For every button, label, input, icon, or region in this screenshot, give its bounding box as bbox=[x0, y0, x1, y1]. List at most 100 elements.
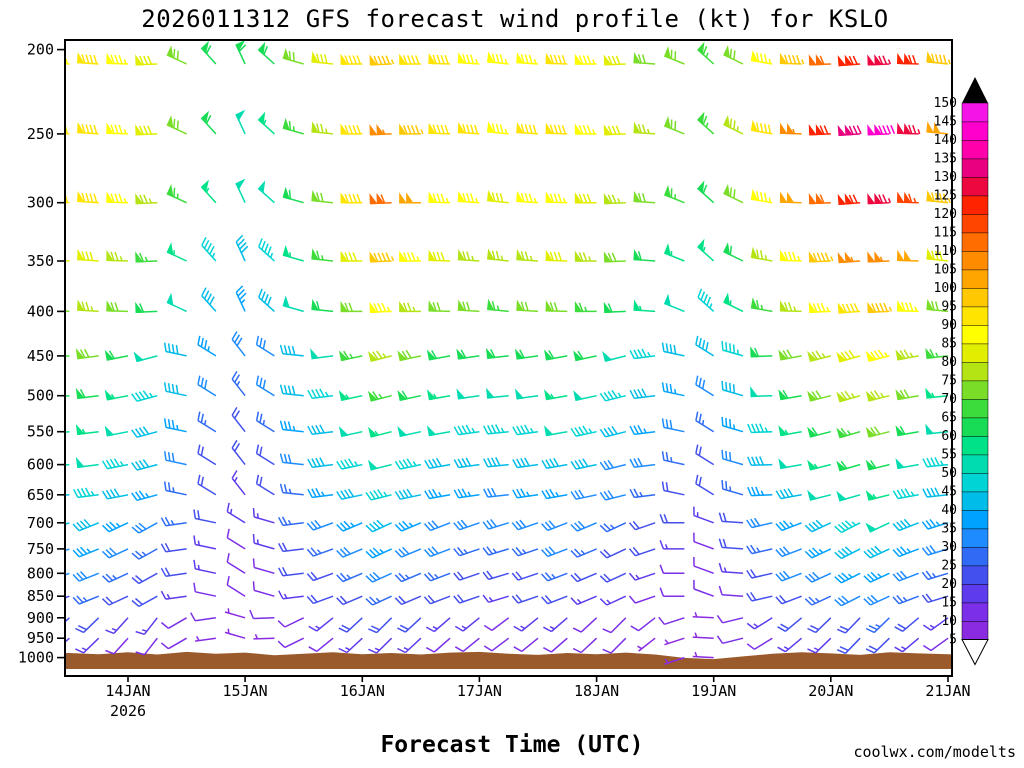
wind-barb bbox=[64, 595, 70, 599]
wind-barb bbox=[135, 637, 158, 656]
wind-barb bbox=[163, 451, 187, 466]
wind-barb bbox=[896, 52, 919, 65]
colorbar-tick-label: 105 bbox=[934, 263, 957, 278]
wind-barb bbox=[750, 188, 773, 204]
year-label: 2026 bbox=[110, 702, 146, 720]
colorbar-tick-label: 95 bbox=[941, 300, 957, 315]
wind-barb bbox=[661, 481, 685, 496]
wind-barb bbox=[131, 459, 158, 471]
wind-barb bbox=[338, 617, 363, 633]
wind-barb bbox=[483, 637, 510, 652]
wind-barb bbox=[746, 517, 773, 529]
wind-barb bbox=[453, 546, 480, 557]
colorbar-tick-label: 75 bbox=[941, 374, 957, 389]
wind-barb bbox=[486, 51, 509, 65]
wind-barb bbox=[511, 546, 539, 557]
wind-barb bbox=[200, 179, 217, 204]
wind-barb bbox=[131, 390, 158, 402]
wind-barb bbox=[166, 45, 187, 65]
wind-barb bbox=[394, 488, 422, 500]
colorbar-tick-label: 55 bbox=[941, 448, 957, 463]
wind-barb bbox=[750, 119, 773, 135]
wind-barb bbox=[255, 411, 275, 433]
wind-barb bbox=[716, 635, 744, 645]
wind-barb bbox=[368, 637, 393, 654]
wind-barb bbox=[633, 121, 656, 135]
wind-barb bbox=[77, 190, 99, 204]
wind-barb bbox=[837, 54, 861, 67]
wind-barb bbox=[779, 52, 805, 65]
colorbar-tick-label: 35 bbox=[941, 522, 957, 537]
wind-barb bbox=[483, 424, 509, 435]
wind-barb bbox=[311, 248, 334, 262]
wind-barb bbox=[482, 546, 509, 556]
wind-barb bbox=[486, 298, 509, 313]
y-tick-label: 300 bbox=[27, 194, 54, 212]
wind-barb bbox=[697, 288, 715, 312]
wind-barb bbox=[865, 426, 890, 438]
y-tick-label: 800 bbox=[27, 564, 54, 582]
colorbar-tick-label: 15 bbox=[941, 596, 957, 611]
wind-barb bbox=[453, 519, 480, 531]
wind-barb bbox=[399, 53, 421, 65]
colorbar-tick-label: 140 bbox=[934, 133, 957, 148]
x-tick-label: 17JAN bbox=[457, 682, 502, 700]
wind-barb bbox=[867, 301, 893, 313]
wind-barb bbox=[693, 579, 714, 597]
wind-barb bbox=[865, 390, 890, 402]
wind-barb bbox=[101, 521, 129, 533]
wind-barb bbox=[365, 489, 392, 501]
wind-barb bbox=[104, 349, 129, 361]
wind-barb bbox=[516, 299, 539, 313]
wind-barb bbox=[311, 121, 334, 135]
wind-barb bbox=[131, 426, 158, 438]
wind-barb bbox=[628, 572, 656, 581]
wind-barb bbox=[231, 470, 246, 496]
wind-barb bbox=[834, 595, 861, 607]
wind-barb bbox=[369, 54, 395, 66]
wind-barb bbox=[775, 488, 802, 500]
wind-barb bbox=[628, 595, 656, 604]
wind-barb bbox=[482, 518, 509, 530]
wind-barb bbox=[837, 193, 861, 206]
colorbar-tick-label: 135 bbox=[934, 152, 957, 167]
wind-barb bbox=[394, 595, 422, 606]
wind-barb bbox=[365, 519, 392, 533]
wind-barb bbox=[723, 242, 744, 262]
wind-barb bbox=[454, 617, 480, 632]
wind-barb bbox=[574, 53, 597, 65]
wind-barb bbox=[599, 595, 627, 606]
wind-barb bbox=[397, 617, 422, 633]
wind-barb bbox=[135, 54, 158, 66]
wind-barb bbox=[277, 637, 305, 649]
wind-barb bbox=[570, 548, 597, 558]
wind-barb bbox=[777, 637, 803, 653]
wind-barb bbox=[338, 390, 363, 401]
wind-barb bbox=[896, 191, 919, 204]
wind-barb bbox=[482, 594, 509, 604]
wind-barb bbox=[574, 123, 597, 135]
wind-barb bbox=[486, 121, 509, 135]
wind-barb bbox=[258, 238, 275, 262]
wind-barb bbox=[77, 299, 99, 313]
wind-barb bbox=[574, 300, 597, 313]
wind-barb bbox=[193, 582, 217, 597]
wind-barb bbox=[131, 490, 158, 502]
wind-barb bbox=[105, 617, 129, 635]
wind-barb bbox=[541, 572, 568, 582]
wind-barb bbox=[775, 546, 802, 558]
wind-barb bbox=[516, 52, 539, 65]
wind-barb bbox=[428, 300, 451, 313]
wind-barb bbox=[336, 458, 363, 470]
wind-barb bbox=[72, 570, 99, 582]
wind-barb bbox=[695, 335, 715, 357]
wind-barb bbox=[367, 390, 392, 402]
wind-barb bbox=[336, 572, 363, 583]
wind-barb bbox=[629, 457, 656, 468]
wind-barb bbox=[252, 581, 275, 597]
wind-barb bbox=[166, 292, 187, 313]
wind-barb bbox=[516, 249, 539, 262]
wind-barb bbox=[278, 542, 304, 553]
x-tick-label: 21JAN bbox=[925, 682, 970, 700]
wind-barb bbox=[513, 637, 539, 653]
